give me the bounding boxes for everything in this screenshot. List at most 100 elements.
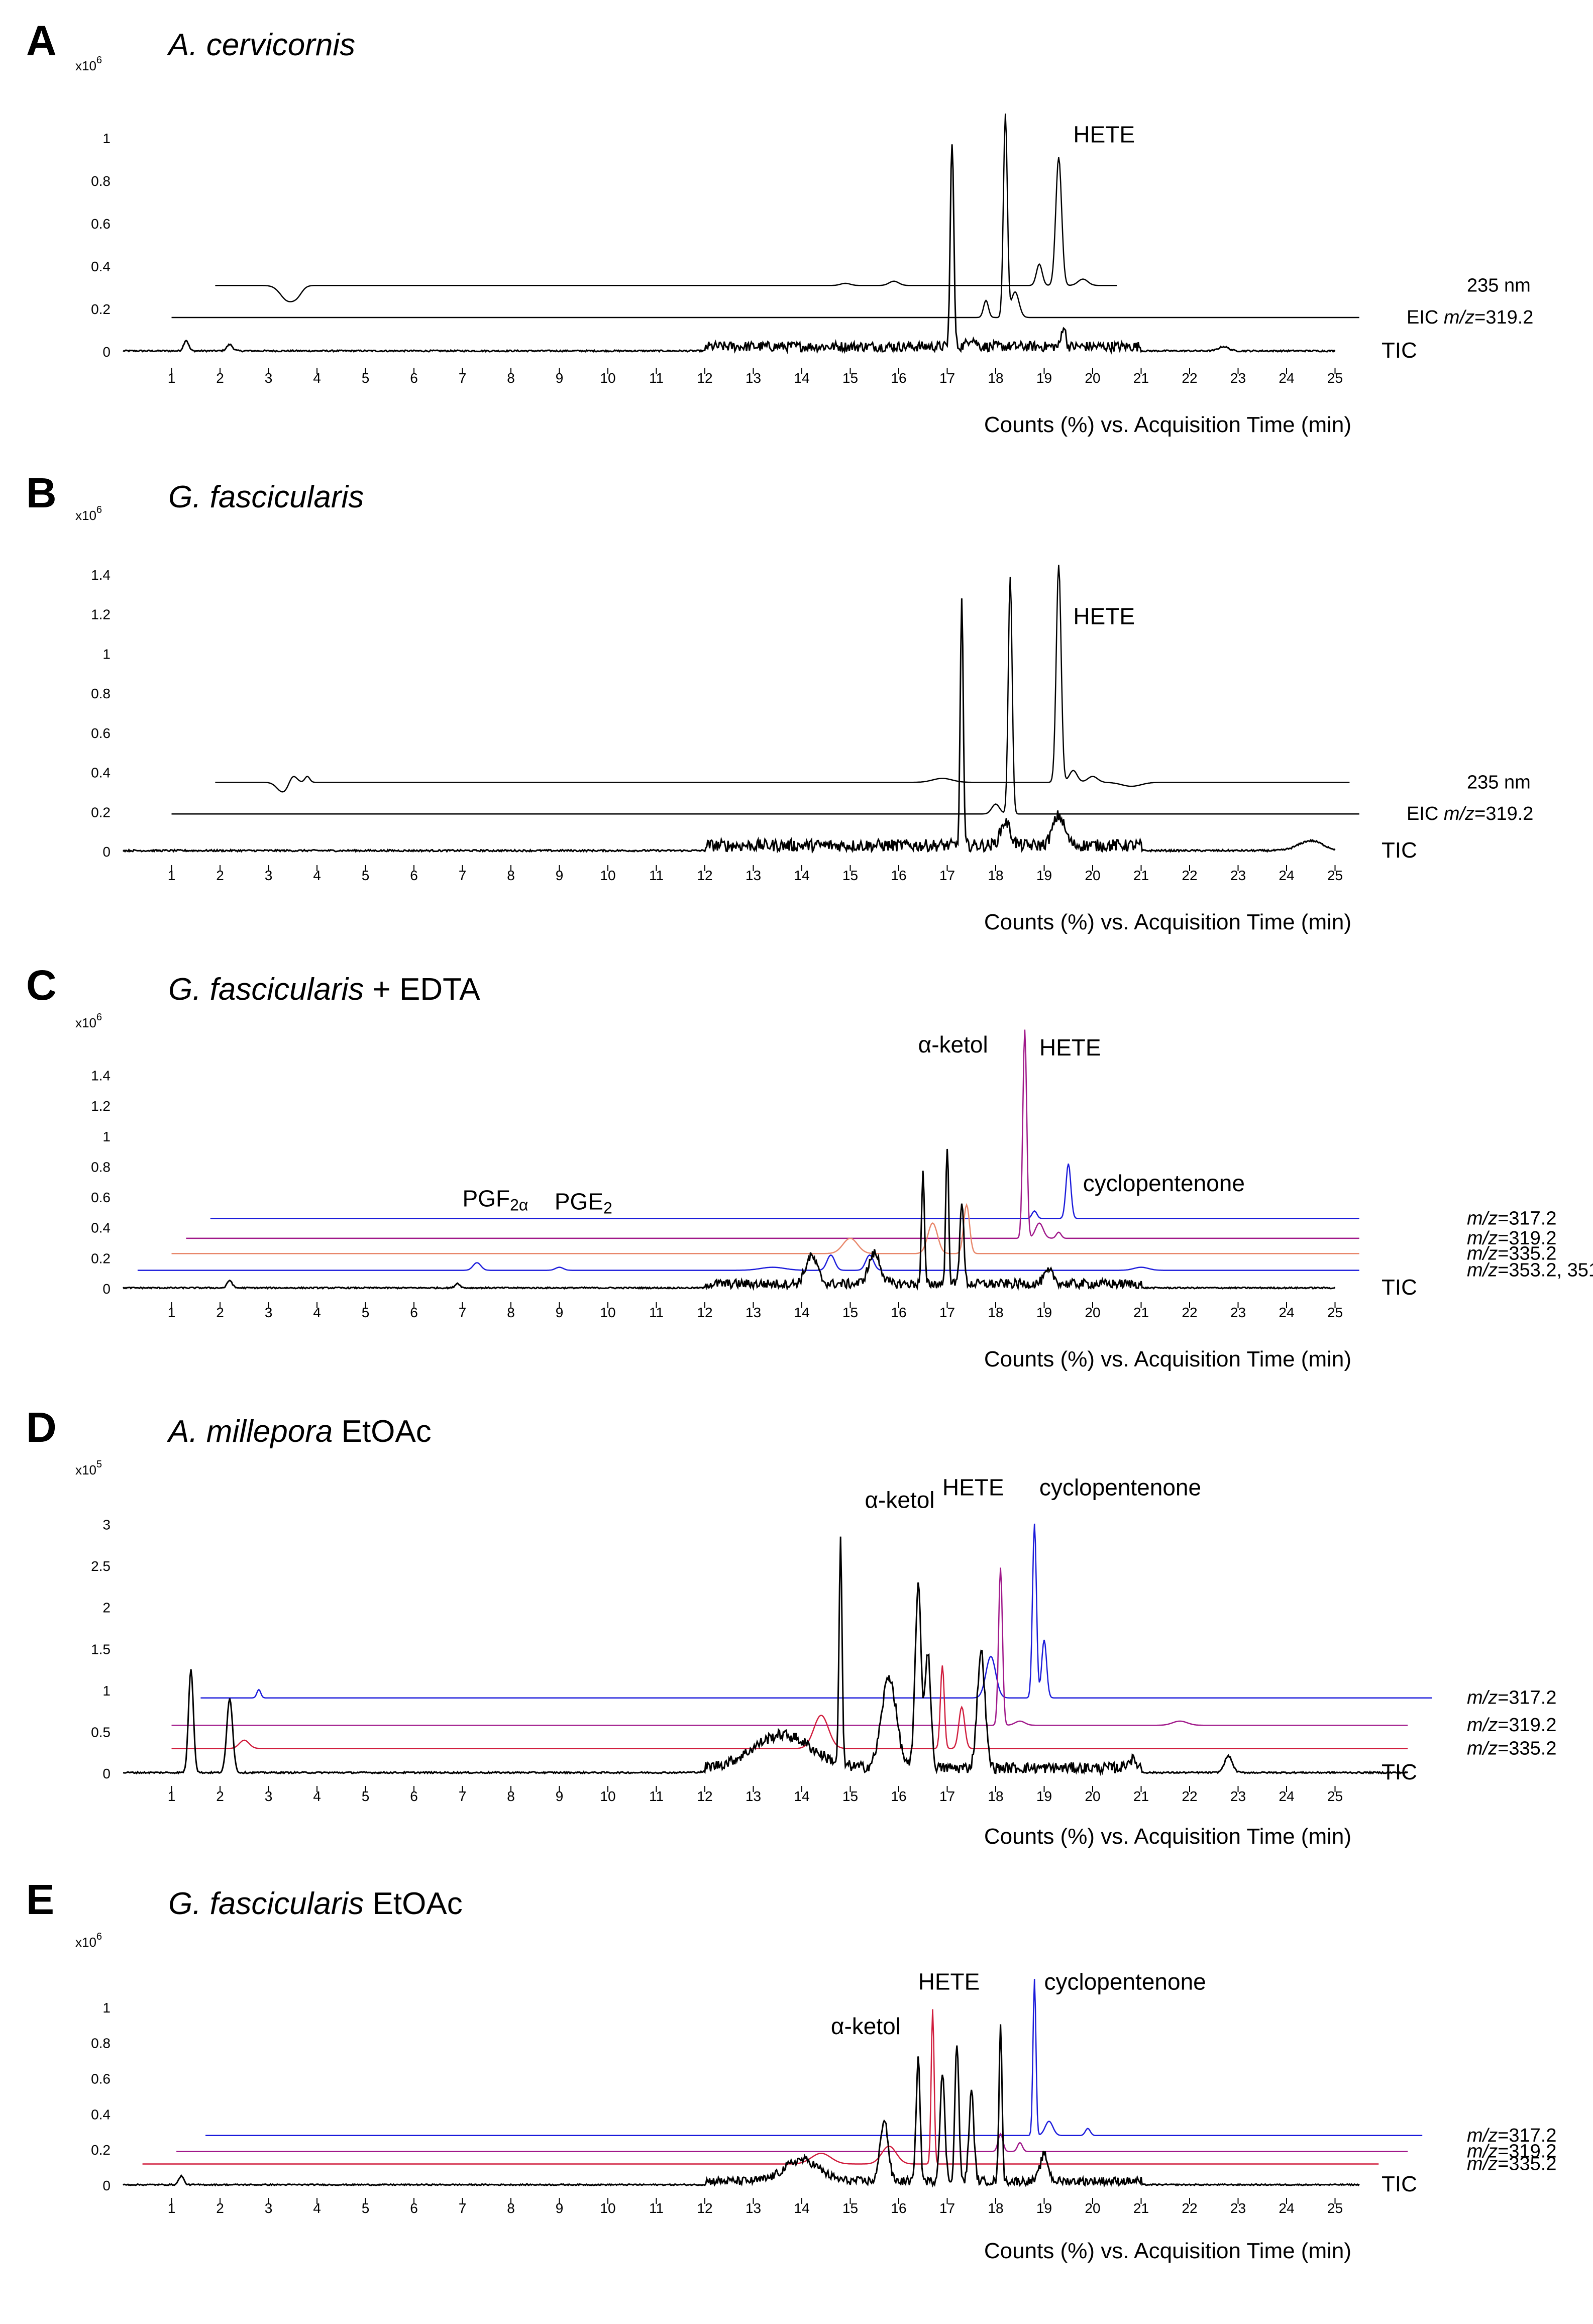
x-tick-label: 19 [1036,1788,1052,1804]
x-tick-label: 18 [988,2200,1003,2216]
trace-label: 235 nm [1467,772,1531,793]
trace-line [122,1148,1336,1291]
trace-line [123,144,1336,355]
x-tick-label: 2 [216,868,224,883]
x-tick-label: 5 [362,370,370,386]
trace-line [186,1029,1359,1239]
x-tick-label: 24 [1279,1305,1294,1320]
x-tick-label: 13 [746,868,761,883]
x-tick-label: 19 [1036,370,1052,386]
x-tick-label: 16 [891,370,906,386]
x-tick-label: 13 [746,1305,761,1320]
trace-m-z-317-2: m/z=317.2 [205,1979,1557,2146]
x-tick-label: 5 [362,1305,370,1320]
peak-annotation: PGE2 [555,1188,612,1217]
trace-line [142,2009,1379,2165]
trace-label: m/z=335.2 [1467,1738,1557,1759]
peak-annotation: HETE [1039,1034,1101,1061]
x-tick-label: 11 [649,868,664,883]
panel-letter: A [26,17,57,64]
x-tick-label: 12 [697,868,712,883]
y-multiplier: x106 [75,504,102,523]
x-tick-label: 14 [794,1305,809,1320]
x-tick-label: 20 [1085,370,1100,386]
panel-A: A A. cervicornis x106 1 0.8 0.6 0.4 0.2 0 235 nm E… [26,17,1533,437]
y-tick-label: 1.4 [91,567,111,583]
trace-line [171,1567,1408,1726]
trace-label: m/z=317.2 [1467,2125,1557,2146]
trace-m-z-319-2: m/z=319.2 [186,1029,1557,1249]
x-tick-label: 4 [313,868,321,883]
y-tick-label: 0.2 [91,1250,111,1266]
x-tick-label: 13 [746,1788,761,1804]
x-tick-label: 18 [988,1305,1003,1320]
x-tick-label: 9 [556,1788,564,1804]
peak-annotation: HETE [942,1474,1004,1501]
x-tick-label: 14 [794,1788,809,1804]
x-tick-label: 3 [265,1788,273,1804]
x-tick-label: 12 [697,1305,712,1320]
x-tick-label: 25 [1327,1305,1343,1320]
trace-label: TIC [1382,1760,1417,1784]
x-tick-label: 17 [939,370,955,386]
x-tick-label: 23 [1230,2200,1246,2216]
trace-m-z-335-2: m/z=335.2 [142,2009,1557,2175]
trace-tic: TIC [123,2024,1417,2196]
y-tick-label: 0 [102,1766,111,1781]
x-tick-label: 6 [410,1788,418,1804]
trace-m-z-317-2: m/z=317.2 [210,1164,1557,1229]
x-tick-label: 21 [1133,1305,1149,1320]
x-tick-label: 24 [1279,868,1294,883]
x-tick-label: 24 [1279,1788,1294,1804]
trace-label: m/z=335.2 [1467,1243,1557,1264]
trace-line [200,1523,1432,1699]
x-tick-label: 22 [1182,2200,1197,2216]
trace-label: TIC [1382,338,1417,363]
y-multiplier: x106 [75,1931,102,1950]
x-tick-label: 9 [556,370,564,386]
x-tick-label: 6 [410,868,418,883]
y-multiplier: x106 [75,1012,102,1030]
x-tick-label: 21 [1133,1788,1149,1804]
x-tick-label: 10 [600,868,615,883]
y-tick-label: 3 [102,1517,111,1533]
panel-title: G. fascicularis + EDTA [168,972,480,1007]
x-tick-label: 3 [265,370,273,386]
y-tick-label: 0.8 [91,173,111,189]
x-tick-label: 9 [556,2200,564,2216]
y-tick-label: 0.6 [91,2071,111,2087]
trace-label: EIC m/z=319.2 [1407,803,1533,824]
x-tick-label: 25 [1327,868,1343,883]
y-tick-label: 0.4 [91,765,111,781]
x-tick-label: 10 [600,1788,615,1804]
trace-label: m/z=319.2 [1467,1228,1557,1249]
x-tick-label: 15 [842,2200,858,2216]
panel-title: A. millepora EtOAc [166,1414,432,1449]
x-tick-label: 11 [649,1788,664,1804]
x-tick-label: 7 [459,1305,467,1320]
panel-letter: B [26,469,57,516]
x-tick-label: 3 [265,2200,273,2216]
trace-line [137,1254,1359,1271]
x-tick-label: 12 [697,2200,712,2216]
trace-m-z-319-2: m/z=319.2 [176,2133,1557,2162]
x-tick-label: 11 [649,2200,664,2216]
trace-tic: TIC [122,1148,1417,1300]
x-tick-label: 1 [168,2200,176,2216]
trace-line [123,1536,1409,1776]
x-tick-label: 1 [168,868,176,883]
x-tick-label: 17 [939,1305,955,1320]
panel-title: G. fascicularis [168,480,364,514]
y-tick-label: 0 [102,2178,111,2193]
x-tick-label: 16 [891,1788,906,1804]
x-tick-label: 8 [507,2200,515,2216]
trace-label: EIC m/z=319.2 [1407,307,1533,328]
x-axis-title: Counts (%) vs. Acquisition Time (min) [984,1824,1351,1849]
x-tick-label: 4 [313,370,321,386]
x-tick-label: 17 [939,868,955,883]
x-tick-label: 22 [1182,1305,1197,1320]
trace-label: m/z=317.2 [1467,1687,1557,1709]
x-tick-label: 2 [216,370,224,386]
y-tick-label: 0.4 [91,2106,111,2122]
